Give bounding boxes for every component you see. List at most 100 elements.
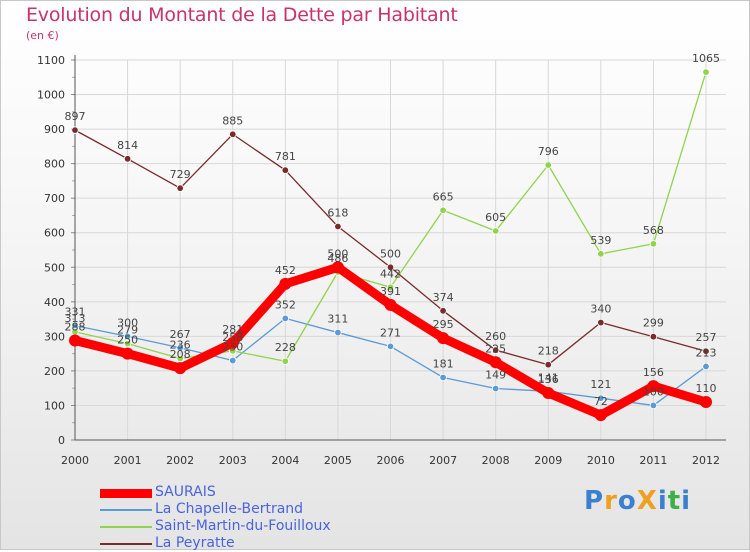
data-point-saurais [437,332,450,345]
data-label-la-peyratte: 618 [327,207,348,220]
x-tick-label: 2004 [271,454,299,467]
data-label-la-chapelle-bertrand: 100 [643,385,664,398]
data-label-la-peyratte: 257 [696,331,717,344]
data-label-la-peyratte: 340 [590,303,611,316]
data-point-saint-martin-du-fouilloux [649,240,658,248]
data-label-la-chapelle-bertrand: 271 [380,326,401,339]
x-tick-label: 2003 [219,454,247,467]
x-tick-label: 2010 [587,454,615,467]
x-tick-label: 2007 [429,454,457,467]
data-label-saint-martin-du-fouilloux: 228 [275,341,296,354]
data-label-saint-martin-du-fouilloux: 442 [380,267,401,280]
data-label-la-peyratte: 729 [170,168,191,181]
data-label-la-peyratte: 260 [485,330,506,343]
data-label-la-chapelle-bertrand: 267 [170,328,191,341]
data-point-saint-martin-du-fouilloux [702,68,710,76]
data-point-saurais [384,298,397,311]
data-label-saint-martin-du-fouilloux: 279 [117,324,138,337]
data-label-saurais: 452 [275,264,296,277]
data-label-saint-martin-du-fouilloux: 539 [590,234,611,247]
x-tick-label: 2011 [639,454,667,467]
data-point-saurais [226,336,239,349]
data-label-saint-martin-du-fouilloux: 605 [485,211,506,224]
data-point-la-chapelle-bertrand [281,314,290,323]
logo-letter: X [636,486,658,516]
data-label-saurais: 500 [327,247,348,260]
legend-label-la-peyratte: La Peyratte [155,535,235,551]
chart-title: Evolution du Montant de la Dette par Hab… [26,4,458,26]
data-point-la-chapelle-bertrand [597,394,605,402]
legend-swatch-la-chapelle-bertrand [100,509,152,511]
data-label-la-peyratte: 500 [380,247,401,260]
y-tick-label: 0 [58,434,65,447]
data-point-saurais [69,334,81,347]
data-point-saint-martin-du-fouilloux [491,227,500,235]
logo-letter: i [681,486,692,516]
data-point-la-peyratte [229,130,237,138]
data-point-la-peyratte [702,347,710,355]
y-tick-label: 700 [44,192,65,205]
data-label-la-chapelle-bertrand: 300 [117,316,138,329]
data-point-la-chapelle-bertrand [386,342,395,351]
legend-swatch-saurais [100,488,152,498]
data-point-la-peyratte [123,155,132,163]
data-point-la-peyratte [334,222,342,231]
data-point-saurais [594,409,607,422]
data-label-saurais: 72 [594,395,608,408]
data-point-la-chapelle-bertrand [491,384,500,393]
data-label-saurais: 281 [222,323,243,336]
data-label-la-chapelle-bertrand: 213 [696,346,717,359]
logo-letter: r [604,486,618,516]
data-label-saurais: 136 [538,373,559,386]
data-point-la-peyratte [544,360,552,369]
data-label-saint-martin-du-fouilloux: 568 [643,224,664,237]
data-label-saurais: 110 [696,382,717,395]
data-point-la-peyratte [71,126,79,134]
legend-label-saint-martin-du-fouilloux: Saint-Martin-du-Fouilloux [155,518,331,534]
y-tick-label: 200 [44,365,65,378]
logo-letter: i [657,486,668,516]
data-point-la-peyratte [386,263,395,271]
data-label-saurais: 288 [65,321,86,334]
x-tick-label: 2005 [324,454,352,467]
y-tick-label: 400 [44,296,65,309]
x-tick-label: 2001 [114,454,142,467]
data-label-saint-martin-du-fouilloux: 236 [170,338,191,351]
y-tick-label: 900 [44,123,65,136]
data-point-la-chapelle-bertrand [334,328,342,337]
data-label-saint-martin-du-fouilloux: 1065 [692,52,720,65]
data-label-saint-martin-du-fouilloux: 665 [433,190,454,203]
chart-unit-label: (en €) [26,29,59,42]
data-label-la-peyratte: 218 [538,345,559,358]
data-point-saurais [542,387,555,400]
data-label-la-chapelle-bertrand: 181 [433,357,454,370]
logo-letter: t [667,486,682,516]
data-point-saurais [700,396,712,408]
proxiti-logo: ProXiti [584,486,691,516]
data-label-saurais: 208 [170,348,191,361]
data-point-la-chapelle-bertrand [702,362,710,371]
data-point-la-chapelle-bertrand [229,356,237,365]
legend-swatch-la-peyratte [100,543,152,545]
data-label-la-chapelle-bertrand: 230 [222,341,243,354]
data-label-la-chapelle-bertrand: 141 [538,371,559,384]
data-point-saint-martin-du-fouilloux [597,250,605,258]
data-label-saint-martin-du-fouilloux: 313 [65,312,86,325]
x-tick-label: 2008 [482,454,510,467]
x-tick-label: 2006 [377,454,405,467]
data-point-saurais [174,362,187,375]
data-point-la-chapelle-bertrand [439,373,447,382]
data-label-saurais: 156 [643,366,664,379]
data-point-saurais [121,347,134,360]
x-tick-label: 2012 [692,454,720,467]
data-point-saurais [331,261,344,274]
data-point-saint-martin-du-fouilloux [176,354,184,363]
data-label-la-peyratte: 885 [222,114,243,127]
data-label-saint-martin-du-fouilloux: 258 [222,331,243,344]
data-point-la-chapelle-bertrand [176,344,184,352]
data-point-saint-martin-du-fouilloux [281,357,290,365]
y-tick-label: 300 [44,330,65,343]
x-tick-label: 2009 [534,454,562,467]
data-label-la-chapelle-bertrand: 331 [65,306,86,319]
